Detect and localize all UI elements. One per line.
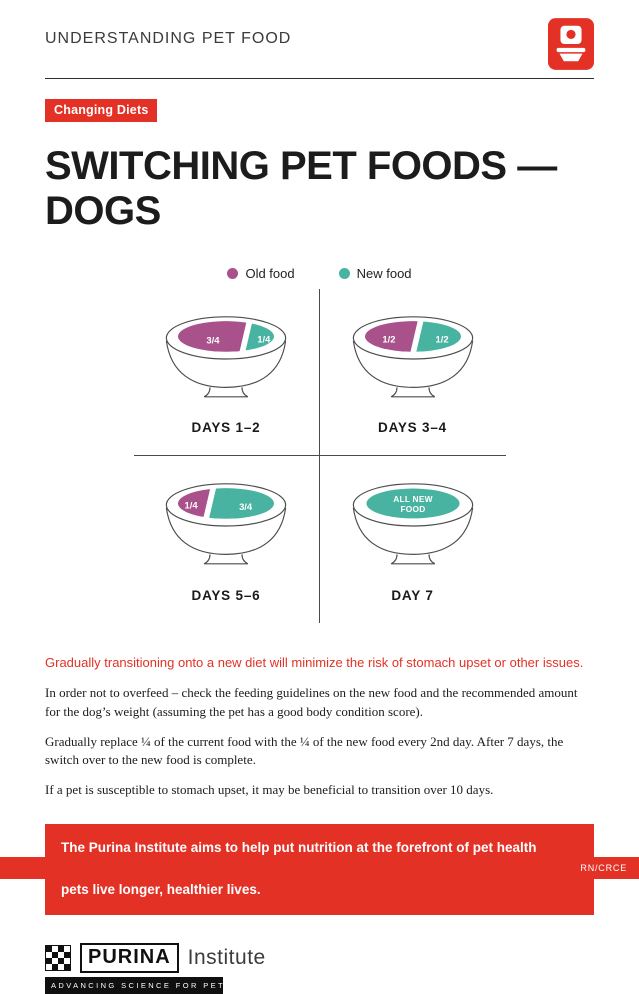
institute-wordmark: Institute [187, 945, 266, 969]
paragraph: If a pet is susceptible to stomach upset… [45, 782, 494, 798]
highlight-text: Gradually transitioning onto a new diet … [45, 654, 584, 670]
diagram-cell-day-7: ALL NEW FOOD DAY 7 [320, 456, 506, 622]
old-food-portion [178, 488, 212, 520]
diagram-cell-days-1-2: 3/4 1/4 DAYS 1–2 [133, 289, 320, 457]
transition-diagram: 3/4 1/4 DAYS 1–2 1/2 1/2 DAYS 3–4 [133, 289, 506, 623]
page-title: SWITCHING PET FOODS — DOGS [45, 144, 557, 233]
old-fraction-label: 1/2 [382, 334, 395, 345]
all-new-food-label-line1: ALL NEW [393, 494, 432, 504]
document-code: RN/CRCE [580, 863, 627, 873]
legend-label: New food [356, 266, 412, 281]
purina-institute-logo: PURINA Institute [45, 942, 594, 973]
body-text: In order not to overfeed – check the fee… [45, 684, 594, 800]
all-new-food-portion [365, 488, 460, 519]
bottom-bar: RN/CRCE [0, 857, 639, 879]
bowl-illustration-days-5-6: 1/4 3/4 [165, 483, 287, 565]
legend-item-new-food: New food [338, 266, 412, 281]
pet-food-station-icon [548, 18, 594, 70]
bowl-caption: DAYS 1–2 [191, 420, 261, 436]
legend: Old food New food [45, 266, 594, 281]
new-food-dot-icon [338, 268, 350, 279]
diagram-cell-days-3-4: 1/2 1/2 DAYS 3–4 [319, 289, 506, 457]
diagram-cell-days-5-6: 1/4 3/4 DAYS 5–6 [134, 456, 320, 623]
old-fraction-label: 1/4 [185, 501, 199, 512]
legend-label: Old food [245, 266, 295, 281]
purina-checkerboard-icon [45, 944, 71, 971]
legend-item-old-food: Old food [227, 266, 295, 281]
bowl-illustration-days-1-2: 3/4 1/4 [165, 316, 287, 398]
new-fraction-label: 1/2 [435, 334, 448, 345]
all-new-food-label-line2: FOOD [400, 505, 425, 515]
old-food-dot-icon [227, 268, 239, 279]
bowl-illustration-days-3-4: 1/2 1/2 [352, 316, 473, 398]
paragraph: Gradually replace ¼ of the current food … [45, 733, 564, 768]
bowl-caption: DAY 7 [391, 587, 434, 603]
new-fraction-label: 1/4 [257, 334, 271, 345]
footer-tagline: ADVANCING SCIENCE FOR PET HEALTH [45, 976, 270, 994]
paragraph: In order not to overfeed – check the fee… [45, 684, 578, 719]
new-food-portion [243, 321, 274, 352]
page-header: UNDERSTANDING PET FOOD [45, 18, 594, 70]
bowl-illustration-day-7: ALL NEW FOOD [352, 483, 473, 565]
new-fraction-label: 3/4 [239, 502, 253, 513]
bowl-caption: DAYS 3–4 [378, 420, 447, 436]
header-divider [45, 78, 594, 79]
topic-badge: Changing Diets [45, 99, 158, 122]
old-fraction-label: 3/4 [206, 336, 220, 347]
footer: PURINA Institute ADVANCING SCIENCE FOR P… [45, 942, 594, 994]
purina-wordmark: PURINA [80, 942, 179, 973]
series-title: UNDERSTANDING PET FOOD [45, 30, 292, 47]
bowl-caption: DAYS 5–6 [191, 587, 261, 603]
